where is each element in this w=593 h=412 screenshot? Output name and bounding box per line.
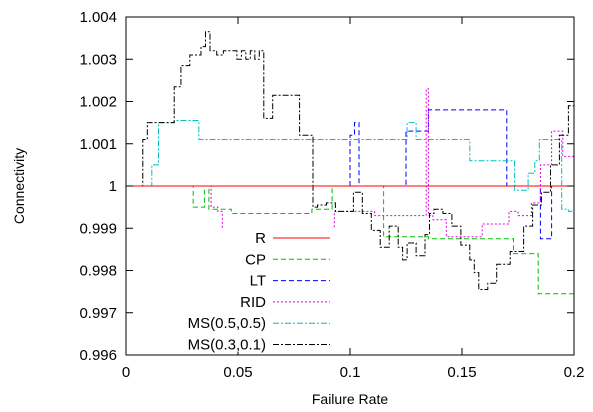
y-tick-label: 0.998 (79, 263, 117, 280)
y-tick-label: 0.996 (79, 347, 117, 364)
y-tick-label: 0.997 (79, 305, 117, 322)
y-tick-label: 1.002 (79, 94, 117, 111)
series-line-rid (126, 88, 574, 238)
x-tick-label: 0.15 (447, 364, 476, 381)
series-line-cp (126, 185, 574, 295)
series-line-lt (126, 109, 574, 240)
x-axis-label: Failure Rate (312, 391, 388, 407)
y-tick-label: 1.001 (79, 136, 117, 153)
x-tick-label: 0 (122, 364, 130, 381)
legend-label: MS(0.5,0.5) (188, 315, 266, 332)
y-tick-label: 1 (109, 178, 117, 195)
y-tick-label: 1.004 (79, 9, 117, 26)
x-tick-label: 0.1 (340, 364, 361, 381)
y-tick-label: 1.003 (79, 51, 117, 68)
legend-label: RID (240, 294, 266, 311)
series-line-ms-0-3-0-1 (126, 31, 574, 290)
series-layer (126, 31, 574, 295)
y-tick-label: 0.999 (79, 220, 117, 237)
ticks-layer: 0 0.05 0.1 0.15 0.2 0.996 0.997 0.998 0.999 1 1.00… (79, 9, 584, 381)
legend-label: CP (245, 251, 266, 268)
x-tick-label: 0.05 (223, 364, 252, 381)
legend-label: LT (250, 273, 266, 290)
legend-label: MS(0.3,0.1) (188, 337, 266, 354)
legend-label: R (255, 230, 266, 247)
legend: R CP LT RID MS(0.5,0.5) MS(0.3,0.1) (160, 228, 338, 354)
y-axis-label: Connectivity (11, 148, 27, 224)
legend-background (160, 228, 338, 352)
x-tick-label: 0.2 (564, 364, 585, 381)
